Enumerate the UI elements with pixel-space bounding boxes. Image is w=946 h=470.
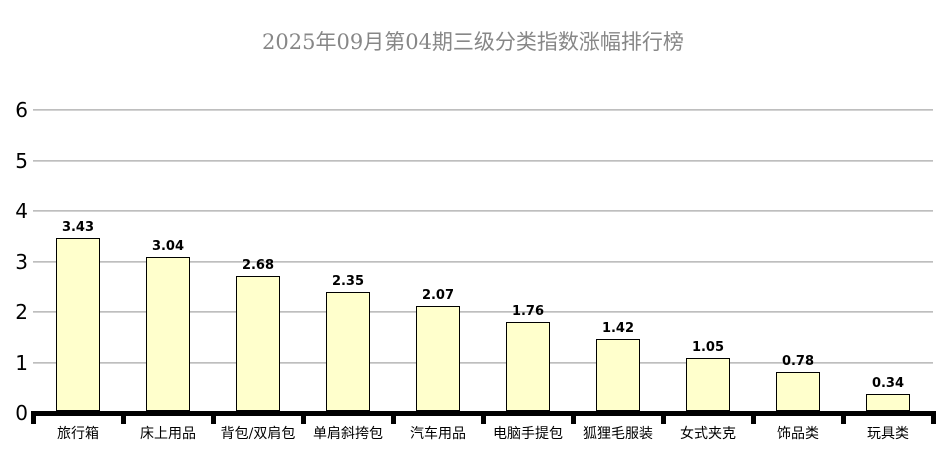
x-axis-label: 旅行箱 — [57, 426, 99, 442]
gridline — [33, 210, 933, 212]
bar-value-label: 1.42 — [601, 321, 635, 336]
y-axis-label: 5 — [15, 149, 28, 173]
x-axis-tick — [751, 411, 756, 424]
bar — [596, 339, 640, 411]
bar — [56, 238, 100, 411]
bar — [686, 358, 730, 411]
x-axis-tick — [571, 411, 576, 424]
bar-value-label: 2.35 — [331, 274, 365, 289]
y-axis-label: 4 — [15, 199, 28, 223]
gridline — [33, 311, 933, 313]
x-axis-tick — [661, 411, 666, 424]
x-axis-label: 电脑手提包 — [493, 426, 563, 442]
bar-value-label: 1.76 — [511, 304, 545, 319]
bar-value-label: 2.68 — [241, 258, 275, 273]
gridline — [33, 109, 933, 111]
x-axis-label: 汽车用品 — [410, 426, 466, 442]
bar — [866, 394, 910, 411]
bar-value-label: 0.34 — [871, 376, 905, 391]
y-axis-label: 1 — [15, 351, 28, 375]
y-axis-label: 6 — [15, 98, 28, 122]
y-axis-label: 0 — [15, 401, 28, 425]
y-axis-label: 3 — [15, 250, 28, 274]
x-axis-tick — [481, 411, 486, 424]
chart-title: 2025年09月第04期三级分类指数涨幅排行榜 — [262, 30, 684, 54]
bar-value-label: 1.05 — [691, 340, 725, 355]
bar — [236, 276, 280, 411]
x-axis-label: 饰品类 — [777, 426, 819, 442]
x-axis-label: 床上用品 — [140, 426, 196, 442]
bar — [776, 372, 820, 411]
x-axis-tick — [931, 411, 936, 424]
x-axis-label: 背包/双肩包 — [220, 426, 296, 442]
gridline — [33, 362, 933, 364]
y-axis-label: 2 — [15, 300, 28, 324]
bar — [146, 257, 190, 411]
x-axis-tick — [391, 411, 396, 424]
gridline — [33, 261, 933, 263]
x-axis-label: 女式夹克 — [680, 426, 736, 442]
x-axis-label: 玩具类 — [867, 426, 909, 442]
gridline — [33, 160, 933, 162]
bar-value-label: 2.07 — [421, 288, 455, 303]
x-axis-tick — [301, 411, 306, 424]
x-axis-tick — [211, 411, 216, 424]
bar — [326, 292, 370, 411]
x-axis-label: 狐狸毛服装 — [583, 426, 653, 442]
x-axis-tick — [841, 411, 846, 424]
x-axis-tick — [121, 411, 126, 424]
bar-value-label: 0.78 — [781, 354, 815, 369]
x-axis-tick — [31, 411, 36, 424]
x-axis-label: 单肩斜挎包 — [313, 426, 383, 442]
bar-value-label: 3.43 — [61, 220, 95, 235]
bar — [416, 306, 460, 411]
bar-value-label: 3.04 — [151, 239, 185, 254]
bar — [506, 322, 550, 411]
